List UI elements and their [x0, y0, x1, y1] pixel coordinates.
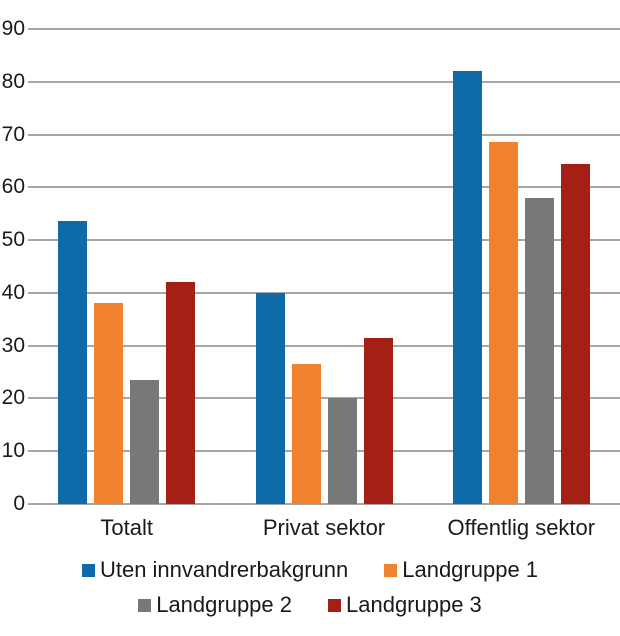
- plot-area: [28, 28, 620, 505]
- bar: [560, 163, 590, 504]
- bar: [452, 71, 482, 504]
- gridline: [28, 186, 620, 189]
- y-tick-label: 50: [1, 228, 25, 252]
- y-tick-label: 30: [1, 333, 25, 357]
- bar: [94, 303, 124, 504]
- legend-row: Landgruppe 2 Landgruppe 3: [138, 591, 482, 619]
- y-tick-label: 0: [13, 492, 25, 515]
- legend-swatch-icon: [384, 563, 398, 577]
- gridline: [28, 450, 620, 453]
- gridline: [28, 503, 620, 505]
- legend-label: Landgruppe 2: [156, 592, 292, 617]
- bar: [58, 220, 88, 504]
- y-tick-label: 70: [1, 122, 25, 146]
- gridline: [28, 28, 620, 30]
- legend-swatch-icon: [81, 563, 95, 577]
- gridline: [28, 239, 620, 242]
- legend-row: Uten innvandrerbakgrunn Landgruppe 1: [81, 556, 538, 584]
- y-tick-label: 20: [1, 386, 25, 410]
- x-category-label: Totalt: [100, 515, 153, 540]
- legend-label: Landgruppe 3: [346, 592, 482, 617]
- legend-item: Uten innvandrerbakgrunn: [81, 556, 349, 584]
- bar: [327, 398, 357, 504]
- y-tick-label: 90: [1, 17, 25, 40]
- gridline: [28, 80, 620, 83]
- y-tick-label: 80: [1, 69, 25, 93]
- gridline: [28, 397, 620, 400]
- legend-swatch-icon: [138, 598, 152, 612]
- bar: [291, 364, 321, 504]
- bar: [488, 142, 518, 504]
- gridline: [28, 291, 620, 294]
- y-tick-label: 40: [1, 280, 25, 304]
- bar: [363, 337, 393, 504]
- legend-item: Landgruppe 2: [138, 591, 292, 619]
- y-axis-labels: 0 10 20 30 40 50 60 70 80 90: [0, 0, 25, 540]
- bar: [255, 292, 285, 504]
- legend: Uten innvandrerbakgrunn Landgruppe 1 Landg…: [0, 556, 620, 619]
- legend-item: Landgruppe 3: [328, 591, 482, 619]
- gridline: [28, 344, 620, 347]
- legend-label: Uten innvandrerbakgrunn: [99, 557, 349, 582]
- bar: [166, 282, 196, 504]
- bar: [130, 379, 160, 504]
- bar: [524, 197, 554, 504]
- legend-label: Landgruppe 1: [402, 557, 539, 582]
- y-tick-label: 10: [1, 439, 25, 463]
- x-category-label: Offentlig sektor: [447, 515, 596, 540]
- legend-item: Landgruppe 1: [384, 556, 538, 584]
- x-category-label: Privat sektor: [262, 515, 386, 540]
- legend-swatch-icon: [328, 598, 341, 612]
- x-axis-labels: Totalt Privat sektor Offentlig sektor: [0, 514, 620, 544]
- gridline: [28, 133, 620, 136]
- y-tick-label: 60: [1, 175, 25, 199]
